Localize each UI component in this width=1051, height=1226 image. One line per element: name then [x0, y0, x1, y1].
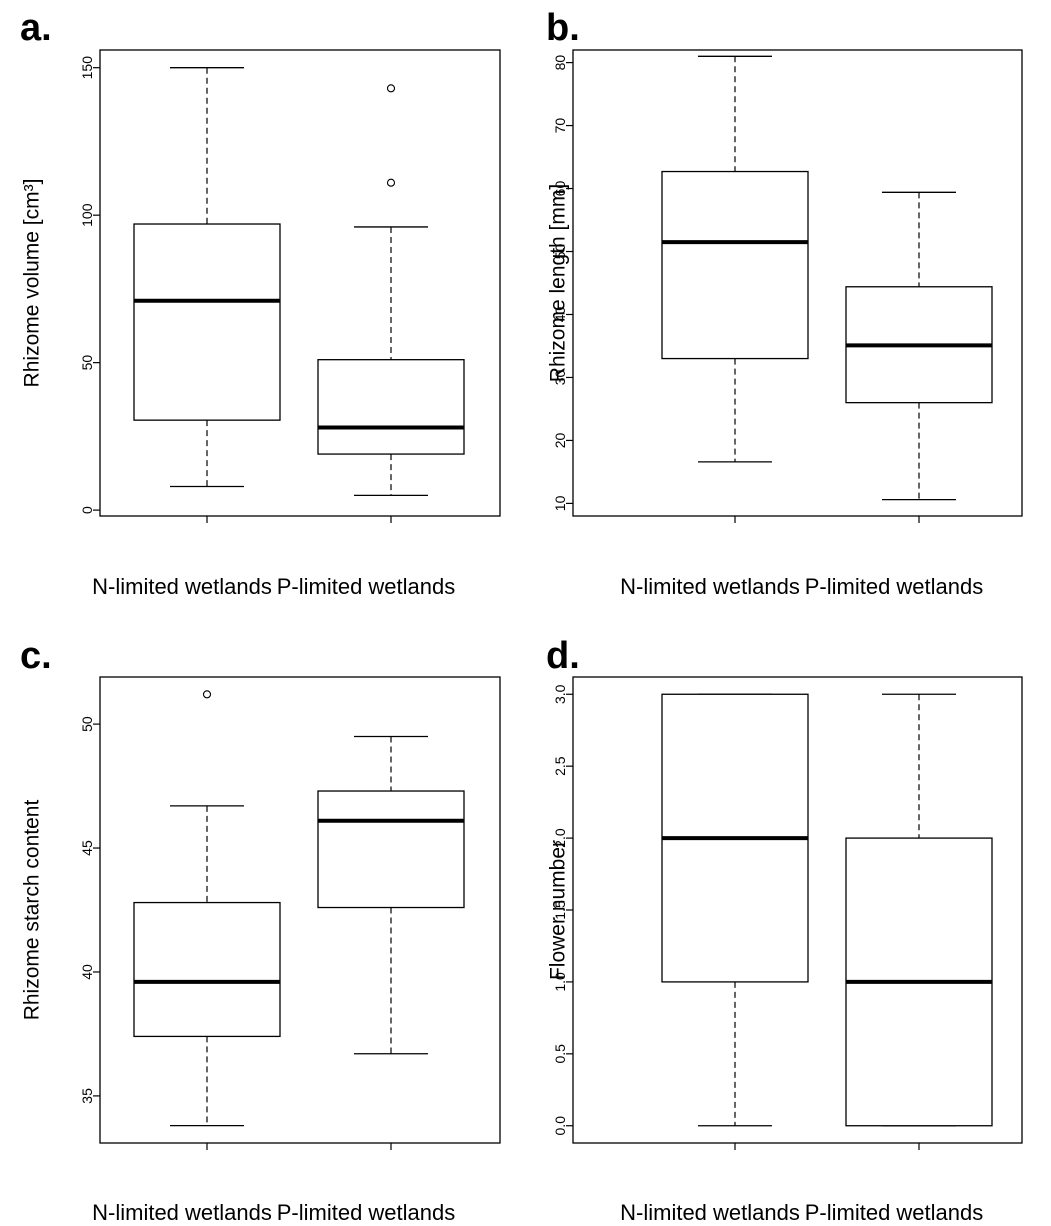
y-tick-label: 35 — [79, 1088, 95, 1104]
plot-frame — [99, 49, 501, 517]
iqr-box — [317, 359, 465, 455]
y-tick-label: 0.0 — [552, 1116, 568, 1136]
y-tick-label: 2.0 — [552, 828, 568, 848]
outlier-point — [386, 178, 396, 187]
y-axis-title: Rhizome volume [cm³] — [21, 179, 44, 388]
y-tick-label: 1.0 — [552, 972, 568, 992]
box-2 — [845, 693, 993, 1127]
box-1 — [661, 693, 809, 1127]
y-tick-label: 45 — [79, 840, 95, 856]
y-tick-label: 50 — [79, 355, 95, 371]
x-category-label: P-limited wetlands — [277, 574, 456, 599]
panel-letter: b. — [546, 7, 580, 49]
y-tick-label: 50 — [79, 716, 95, 732]
y-axis-title: Rhizome length [mm] — [547, 184, 570, 382]
y-tick-label: 60 — [552, 181, 568, 197]
panel-d: d. 0.0 0.5 1.0 1.5 2.0 2.5 3.0 Flower number N-li… — [546, 635, 1023, 1225]
x-category-label: N-limited wetlands — [620, 1200, 800, 1225]
y-tick-label: 0.5 — [552, 1044, 568, 1064]
y-tick-label: 30 — [552, 369, 568, 385]
box-2 — [317, 84, 465, 497]
x-category-label: P-limited wetlands — [805, 1200, 984, 1225]
panel-letter: d. — [546, 635, 580, 677]
box-2 — [317, 735, 465, 1055]
panel-c: c. 35 40 45 50 Rhizome starch content N-limite… — [20, 635, 501, 1225]
box-2 — [845, 191, 993, 501]
panel-letter: c. — [20, 635, 52, 677]
box-1 — [133, 67, 281, 488]
y-tick-label: 150 — [79, 56, 95, 80]
x-category-label: N-limited wetlands — [620, 574, 800, 599]
outlier-point — [386, 84, 396, 93]
x-category-label: P-limited wetlands — [805, 574, 984, 599]
x-category-label: N-limited wetlands — [92, 1200, 272, 1225]
y-tick-label: 80 — [552, 55, 568, 71]
y-axis-title: Rhizome starch content — [21, 800, 44, 1021]
panel-letter: a. — [20, 7, 52, 49]
panel-b: b. 10 20 30 40 50 60 70 80 Rhizome length [mm] N-l… — [546, 7, 1023, 599]
y-axis-title: Flower number — [547, 840, 570, 980]
box-1 — [661, 55, 809, 463]
y-tick-label: 40 — [552, 306, 568, 322]
iqr-box — [133, 901, 281, 1038]
outlier-point — [202, 690, 212, 699]
plot-frame — [572, 49, 1023, 517]
y-tick-label: 0 — [79, 506, 95, 514]
panel-a: a. 0 50 100 150 Rhizome volume [cm³] N-limited… — [20, 7, 501, 599]
y-tick-label: 100 — [79, 203, 95, 227]
y-tick-label: 10 — [552, 495, 568, 511]
y-tick-label: 2.5 — [552, 756, 568, 776]
iqr-box — [133, 223, 281, 421]
box-1 — [133, 690, 281, 1127]
y-tick-label: 1.5 — [552, 900, 568, 920]
iqr-box — [661, 170, 809, 360]
y-tick-label: 50 — [552, 244, 568, 260]
y-tick-label: 3.0 — [552, 684, 568, 704]
x-category-label: P-limited wetlands — [277, 1200, 456, 1225]
x-category-label: N-limited wetlands — [92, 574, 272, 599]
plot-frame — [99, 676, 501, 1144]
y-tick-label: 20 — [552, 432, 568, 448]
y-tick-label: 40 — [79, 964, 95, 980]
iqr-box — [317, 790, 465, 909]
y-tick-label: 70 — [552, 118, 568, 134]
